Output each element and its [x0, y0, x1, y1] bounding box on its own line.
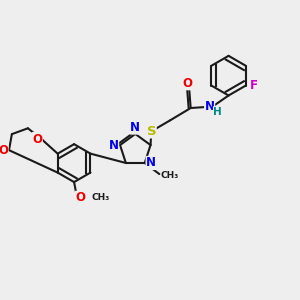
Text: N: N	[146, 157, 156, 169]
Text: N: N	[130, 121, 140, 134]
Text: O: O	[0, 144, 8, 157]
Text: N: N	[205, 100, 214, 113]
Text: O: O	[183, 77, 193, 90]
Text: H: H	[213, 107, 222, 117]
Text: O: O	[32, 133, 42, 146]
Text: S: S	[146, 125, 156, 138]
Text: O: O	[76, 191, 85, 204]
Text: N: N	[109, 139, 118, 152]
Text: CH₃: CH₃	[161, 171, 179, 180]
Text: F: F	[250, 79, 258, 92]
Text: CH₃: CH₃	[92, 193, 110, 202]
